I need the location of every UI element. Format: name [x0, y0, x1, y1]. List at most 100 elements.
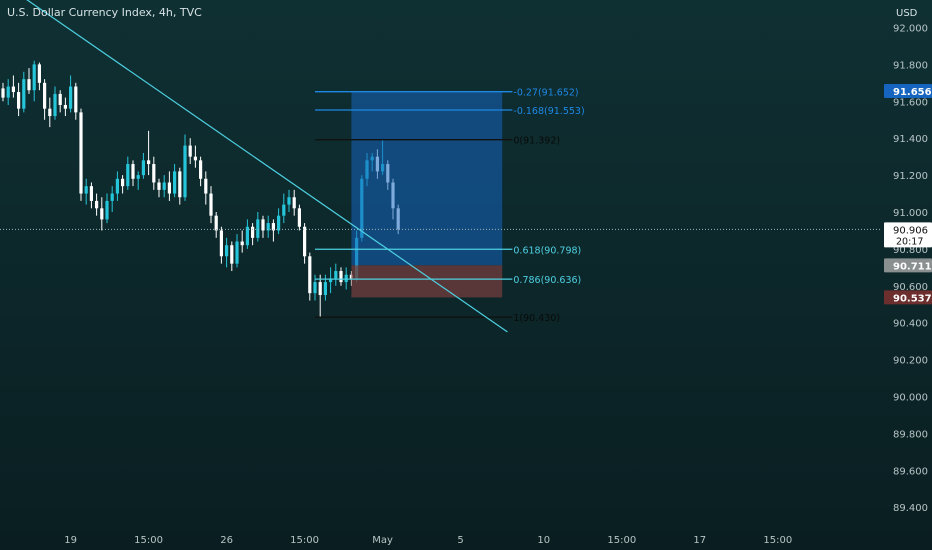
candle-body [188, 145, 192, 157]
candle-body [162, 182, 166, 190]
price-tick-label: 91.200 [893, 171, 928, 182]
candle-body [110, 193, 114, 201]
candle-countdown: 20:17 [896, 236, 923, 247]
candle-body [11, 86, 15, 93]
candle-body [292, 197, 296, 209]
candle-body [193, 156, 197, 161]
candle-body [266, 223, 270, 231]
price-tick-label: 92.000 [893, 24, 928, 35]
candle-body [58, 93, 62, 105]
time-tick-label: 15:00 [763, 535, 792, 546]
candle-body [27, 79, 31, 91]
candle-body [100, 208, 104, 220]
stop-price-label-bg [884, 290, 932, 305]
target-zone [351, 90, 503, 266]
candle-body [79, 112, 83, 194]
entry-price-label: 90.711 [893, 261, 932, 272]
time-tick-label: 10 [537, 535, 550, 546]
price-tick-label: 91.600 [893, 97, 928, 108]
current-price-label-bg [884, 222, 932, 248]
price-tick-label: 89.800 [893, 429, 928, 440]
price-tick-label: 90.800 [893, 245, 928, 256]
candle-body [69, 86, 73, 109]
stop-price-label: 90.537 [893, 293, 932, 304]
fib-level-label: -0.168(91.553) [513, 106, 584, 117]
candle-body [37, 64, 41, 83]
candle-body [297, 208, 301, 227]
price-tick-label: 91.400 [893, 134, 928, 145]
candle-body [126, 164, 130, 187]
drawings-layer: -0.27(91.652) -0.168(91.553) 0(91.392) 0.61… [0, 0, 880, 333]
candle-body [214, 215, 218, 231]
price-tick-label: 90.200 [893, 356, 928, 367]
candle-body [121, 178, 125, 187]
candle-body [157, 182, 161, 190]
candle-body [141, 160, 145, 176]
time-tick-label: 5 [457, 535, 463, 546]
fib-level-label: 1(90.430) [513, 313, 560, 324]
target-price-label: 91.656 [893, 87, 932, 98]
time-tick-label: 15:00 [134, 535, 163, 546]
candle-body [256, 219, 260, 238]
price-tick-label: 91.800 [893, 60, 928, 71]
fib-level-label: 0(91.392) [513, 136, 560, 147]
candle-body [199, 160, 203, 179]
candle-body [1, 88, 5, 98]
candle-body [225, 245, 229, 257]
candle-body [74, 86, 78, 113]
fib-level-label: 0.618(90.798) [513, 245, 581, 256]
time-axis[interactable]: 19 15:00 26 15:00 May 5 10 15:00 17 15:00 [64, 535, 792, 546]
candle-body [173, 171, 177, 194]
candle-body [329, 278, 333, 283]
candle-body [32, 64, 36, 91]
fib-level-label: -0.27(91.652) [513, 88, 578, 99]
candle-body [89, 186, 93, 201]
candle-body [282, 204, 286, 216]
price-tick-label: 90.600 [893, 282, 928, 293]
time-tick-label: May [372, 535, 393, 546]
candle-body [318, 282, 322, 296]
candle-body [147, 160, 151, 165]
target-price-label-bg [884, 83, 932, 98]
time-tick-label: 26 [220, 535, 233, 546]
time-tick-label: 15:00 [607, 535, 636, 546]
candle-body [313, 282, 317, 294]
candle-body [53, 93, 57, 117]
price-axis[interactable]: 92.000 91.800 91.600 91.400 91.200 91.000 90.8… [884, 24, 932, 515]
price-tick-label: 90.000 [893, 393, 928, 404]
price-tick-label: 89.400 [893, 503, 928, 514]
candle-body [303, 226, 307, 257]
time-tick-label: 15:00 [290, 535, 319, 546]
candle-body [136, 175, 140, 179]
candle-body [339, 271, 343, 283]
candle-body [63, 104, 67, 109]
current-price-label: 90.906 [893, 225, 928, 236]
candle-body [204, 178, 208, 194]
candle-body [43, 82, 47, 109]
candle-body [240, 241, 244, 246]
candle-body [209, 193, 213, 216]
candle-body [17, 92, 21, 109]
chart-title: U.S. Dollar Currency Index, 4h, TVC [7, 6, 202, 19]
candle-body [271, 223, 275, 231]
candle-body [344, 274, 348, 283]
candle-body [261, 219, 265, 231]
candle-body [245, 226, 249, 246]
candle-body [183, 145, 187, 198]
candle-body [84, 186, 88, 194]
time-tick-label: 19 [64, 535, 77, 546]
candle-body [22, 79, 26, 109]
candle-body [323, 282, 327, 296]
trendline[interactable] [3, 0, 508, 333]
candle-body [287, 197, 291, 205]
price-tick-label: 90.400 [893, 319, 928, 330]
candle-body [230, 245, 234, 264]
candle-body [178, 171, 182, 198]
candle-body [167, 182, 171, 194]
candle-body [115, 178, 119, 194]
candle-body [152, 164, 156, 183]
fib-level-label: 0.786(90.636) [513, 275, 581, 286]
candle-body [277, 215, 281, 231]
